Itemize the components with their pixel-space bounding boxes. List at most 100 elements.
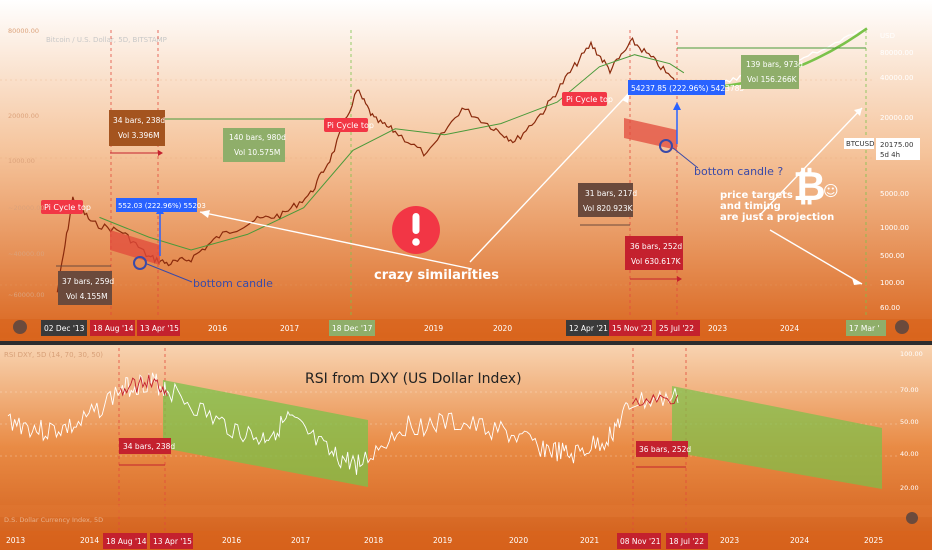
bottom-candle-label-1: bottom candle	[193, 277, 273, 290]
red-channel-2014	[110, 230, 160, 265]
measure-lines-red	[110, 152, 677, 280]
price-tick-5: 5000.00	[880, 190, 909, 198]
arrow-head-a	[200, 210, 210, 218]
bottom-candle-circle-2	[659, 139, 673, 153]
projection-text-3: are just a projection	[720, 212, 834, 223]
arrow-head-c	[854, 108, 862, 116]
rsi-date-9: 2024	[790, 536, 809, 545]
blue-label-2: 54237.85 (222.96%) 5423785	[631, 84, 744, 93]
rsi-settings-icon[interactable]	[906, 512, 918, 524]
rsi-footer-bar	[0, 505, 932, 517]
rsi-tick-4: 20.00	[900, 484, 919, 492]
info-box-d-line2: Vol 156.266K	[747, 75, 798, 84]
info-box-b-line1: 140 bars, 980d	[229, 133, 286, 142]
exclamation-icon-bar	[412, 213, 420, 234]
date-flag-6: 25 Jul '22	[659, 324, 694, 333]
date-label-4: 2023	[708, 324, 727, 333]
bottom-candle-circle-1	[133, 256, 147, 270]
info-box-f-line1: 36 bars, 252d	[630, 242, 682, 251]
pi-cycle-label-3-bg	[562, 92, 607, 106]
date-label-1: 2017	[280, 324, 299, 333]
rsi-date-2: 2016	[222, 536, 241, 545]
panel-separator[interactable]	[0, 341, 932, 345]
left-tick-5: ~60000.00	[8, 291, 44, 299]
info-box-e	[578, 183, 633, 217]
info-box-b	[223, 128, 285, 162]
info-box-a-line2: Vol 3.396M	[118, 131, 160, 140]
date-flag-4: 12 Apr '21	[569, 324, 608, 333]
rsi-date-0: 2013	[6, 536, 25, 545]
date-flag-0-bg	[41, 320, 87, 336]
rsi-channel-1	[163, 380, 368, 487]
info-box-d-line1: 139 bars, 973d	[746, 60, 803, 69]
price-tick-8: 100.00	[880, 279, 905, 287]
info-box-e-line1: 31 bars, 217d	[585, 189, 637, 198]
left-tick-0: 80000.00	[8, 27, 39, 35]
rsi-tick-3: 40.00	[900, 450, 919, 458]
measure-lines-brown	[56, 224, 630, 267]
projection-text-1: price targets	[720, 190, 793, 201]
price-tick-7: 500.00	[880, 252, 905, 260]
measure-arrow-2	[677, 276, 682, 282]
timeframe: 5d 4h	[880, 151, 900, 159]
date-flag-0: 02 Dec '13	[44, 324, 85, 333]
date-flag-7: 17 Mar '	[849, 324, 880, 333]
projection-text-2: and timing	[720, 201, 781, 212]
red-channel-2022	[624, 118, 677, 150]
settings-icon-right[interactable]	[895, 320, 909, 334]
left-tick-1: 20000.00	[8, 112, 39, 120]
info-box-a-line1: 34 bars, 238d	[113, 116, 165, 125]
date-flag-2-bg	[137, 320, 180, 336]
arrow-head-d	[852, 278, 862, 285]
rsi-flag-0-bg	[103, 533, 147, 549]
pi-cycle-label-3: Pi Cycle top	[566, 95, 613, 104]
blue-label-1-bg	[116, 198, 197, 212]
rsi-date-6: 2020	[509, 536, 528, 545]
rsi-flag-3-bg	[666, 533, 708, 549]
price-tick-6: 1000.00	[880, 224, 909, 232]
rsi-tick-1: 70.00	[900, 386, 919, 394]
date-flag-1-bg	[90, 320, 135, 336]
rsi-box-2-bg	[636, 441, 688, 457]
rsi-date-10: 2025	[864, 536, 883, 545]
date-flag-5: 15 Nov '21	[612, 324, 653, 333]
left-tick-3: ~20000.00	[8, 204, 44, 212]
blue-label-2-bg	[628, 80, 725, 95]
info-box-d	[741, 55, 799, 89]
last-price: 20175.00	[880, 141, 913, 149]
symbol-line: Bitcoin / U.S. Dollar, 5D, BITSTAMP	[46, 36, 167, 44]
date-flag-7-bg	[846, 320, 886, 336]
rsi-tick-2: 50.00	[900, 418, 919, 426]
info-box-a	[109, 110, 165, 146]
blue-label-1: 552.03 (222.96%) 55203	[118, 202, 206, 210]
rsi-line-highlight	[120, 374, 679, 407]
blue-arrow-head-2	[673, 102, 681, 110]
price-tick-9: 60.00	[880, 304, 900, 312]
rsi-box-1-bg	[119, 438, 171, 454]
info-box-b-line2: Vol 10.575M	[234, 148, 280, 157]
bitcoin-icon: ₿	[793, 164, 826, 210]
rsi-date-3: 2017	[291, 536, 310, 545]
rsi-date-7: 2021	[580, 536, 599, 545]
price-tick-0: USD	[880, 32, 895, 40]
rsi-box-2: 36 bars, 252d	[639, 445, 691, 454]
rsi-axis-ticks: 100.00 70.00 50.00 40.00 20.00	[900, 350, 923, 492]
pi-cycle-label-1: Pi Cycle top	[44, 203, 91, 212]
price-tick-2: 40000.00	[880, 74, 913, 82]
moving-average-green	[99, 54, 685, 251]
btcusd-tag: BTCUSD	[846, 140, 875, 148]
rsi-date-4: 2018	[364, 536, 383, 545]
rsi-flag-2: 08 Nov '21	[620, 537, 661, 546]
measure-lines-green	[158, 47, 866, 120]
date-label-2: 2019	[424, 324, 443, 333]
bottom-candle-label-2: bottom candle ?	[694, 165, 783, 178]
info-box-e-line2: Vol 820.923K	[583, 204, 634, 213]
left-axis-ticks: 80000.00 20000.00 1000.00 ~20000.00 ~40000.0…	[8, 27, 44, 299]
settings-icon-left[interactable]	[13, 320, 27, 334]
info-box-c-line1: 37 bars, 259d	[62, 277, 114, 286]
rsi-date-1: 2014	[80, 536, 99, 545]
date-flag-5-bg	[609, 320, 652, 336]
rsi-line	[7, 372, 679, 475]
rsi-date-5: 2019	[433, 536, 452, 545]
date-axis: 2016 2017 2019 2020 2023 2024 02 Dec '13 18 Aug…	[41, 320, 886, 336]
